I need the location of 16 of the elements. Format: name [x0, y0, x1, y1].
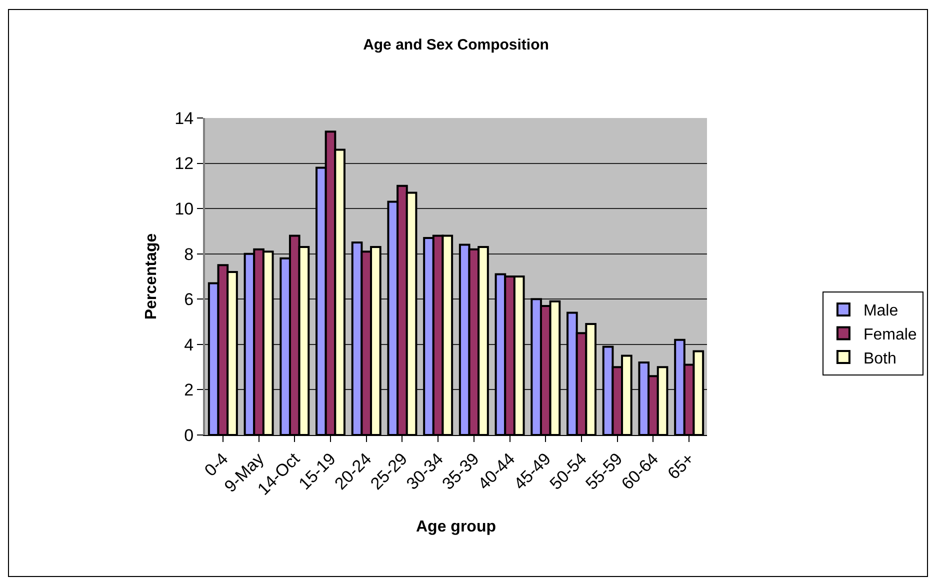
y-tick-label: 14: [174, 108, 194, 128]
y-tick-label: 6: [184, 290, 194, 310]
y-tick-label: 4: [184, 335, 194, 354]
y-tick-label: 10: [174, 200, 194, 219]
legend-label: Male: [863, 302, 898, 320]
chart-title: Age and Sex Composition: [363, 36, 549, 54]
legend-label: Female: [863, 326, 917, 344]
legend-label: Both: [863, 350, 896, 368]
y-tick-label: 2: [184, 380, 194, 400]
x-axis-title: Age group: [416, 518, 496, 536]
y-tick-label: 12: [174, 154, 194, 174]
x-tick-label: 65+: [664, 449, 698, 484]
x-tick-label: 0-4: [200, 449, 232, 480]
y-tick-label: 8: [184, 244, 194, 264]
y-tick-label: 0: [184, 426, 194, 445]
y-axis-title: Percentage: [143, 233, 160, 320]
